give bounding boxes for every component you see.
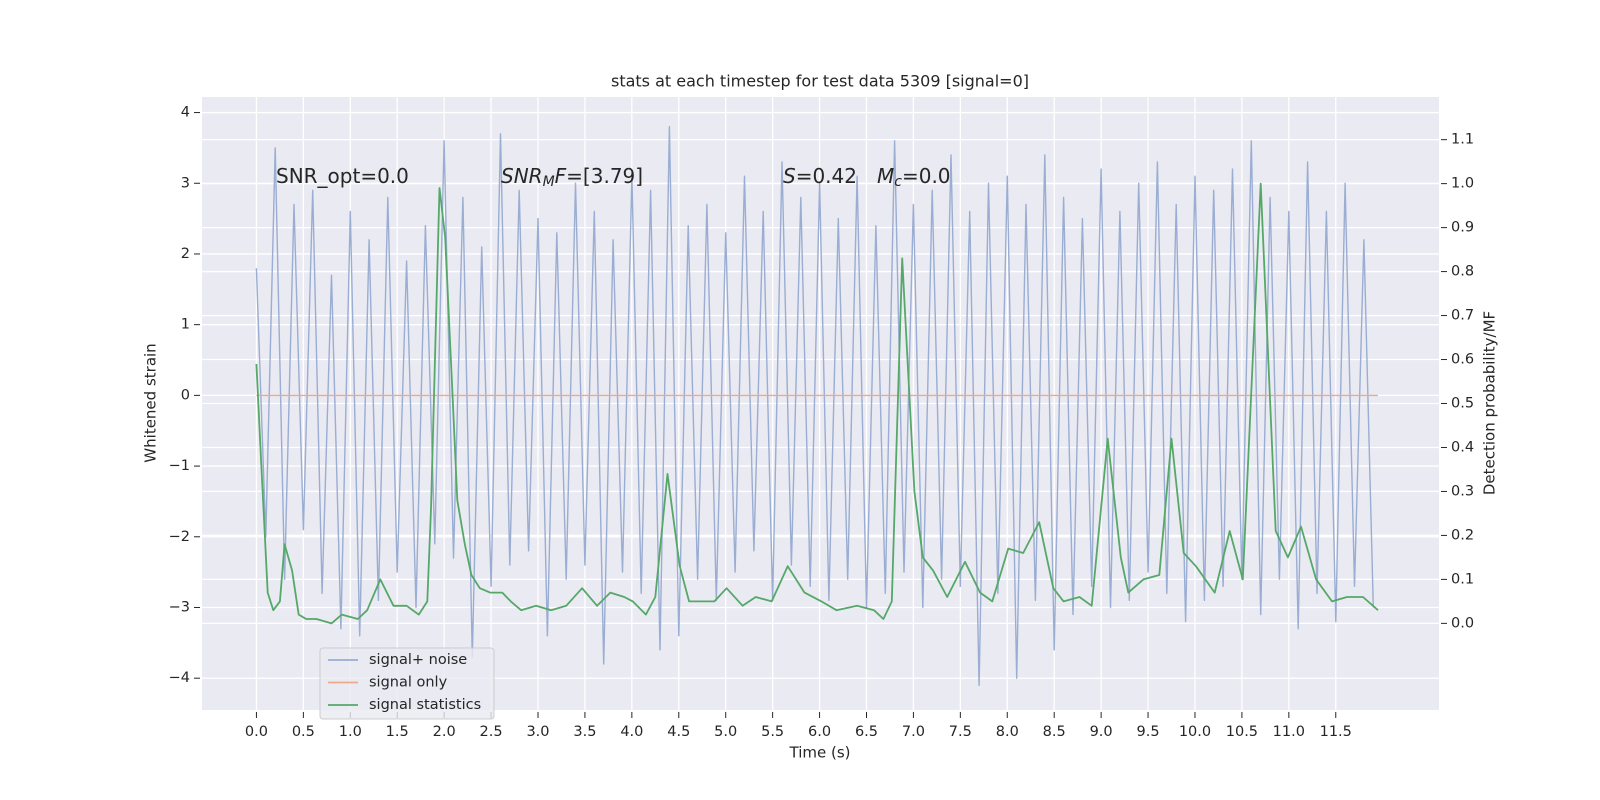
annotation-sub: M [543,174,555,190]
x-tick-label: 8.0 [996,724,1019,740]
y-tick-label: −1 [169,458,190,474]
annotation-sub: c [894,174,902,190]
x-tick-label: 8.5 [1043,724,1066,740]
y-tick-label: 1 [181,317,190,333]
legend-label: signal+ noise [369,652,467,668]
y2-tick-label: 0.8 [1451,264,1474,280]
y2-tick-label: 0.1 [1451,571,1474,587]
annotation-text: M [877,164,894,188]
legend-label: signal statistics [369,697,481,713]
x-tick-label: 2.0 [433,724,456,740]
x-tick-label: 4.0 [620,724,643,740]
x-tick-label: 1.5 [386,724,409,740]
y2-tick-label: 0.5 [1451,396,1474,412]
annotation-rest: =[3.79] [566,164,643,188]
x-tick-label: 7.5 [949,724,972,740]
x-tick-label: 1.0 [339,724,362,740]
x-tick-label: 11.0 [1273,724,1305,740]
x-tick-label: 6.5 [855,724,878,740]
annotation-rest: =0.42 [796,164,857,188]
y2-tick-label: 1.0 [1451,176,1474,192]
y-tick-label: −3 [169,599,190,615]
y-tick-label: 0 [181,387,190,403]
annotation-rest: =0.0 [902,164,951,188]
x-tick-label: 5.0 [714,724,737,740]
annotation: S=0.42 [783,164,857,188]
x-tick-label: 10.5 [1226,724,1258,740]
y2-tick-label: 0.2 [1451,527,1474,543]
legend-label: signal only [369,675,448,691]
y2-tick-label: 0.0 [1451,615,1474,631]
x-tick-label: 9.0 [1090,724,1113,740]
y-tick-label: −4 [169,670,190,686]
x-tick-label: 0.5 [292,724,315,740]
x-tick-label: 0.0 [245,724,268,740]
y2-tick-label: 0.3 [1451,483,1474,499]
y2-axis-label: Detection probability/MF [1481,311,1499,495]
x-tick-label: 3.5 [573,724,596,740]
x-tick-label: 10.0 [1179,724,1211,740]
annotation-after: F [555,164,567,188]
annotation-text: S [783,164,796,188]
y-axis-label: Whitened strain [142,343,160,462]
x-tick-label: 6.0 [808,724,831,740]
x-tick-label: 5.5 [761,724,784,740]
annotation-text: SNR [501,164,543,188]
x-tick-label: 11.5 [1320,724,1352,740]
y-tick-label: 3 [181,175,190,191]
y2-tick-label: 0.9 [1451,220,1474,236]
series-line [255,182,1379,625]
annotation-text: SNR_opt=0.0 [276,164,409,188]
legend-box [319,647,495,720]
y-tick-label: 4 [181,105,190,121]
y2-tick-label: 0.7 [1451,308,1474,324]
annotation: SNR_opt=0.0 [276,164,409,188]
x-tick-label: 3.0 [526,724,549,740]
x-tick-label: 7.0 [902,724,925,740]
x-tick-label: 4.5 [667,724,690,740]
x-tick-label: 9.5 [1137,724,1160,740]
chart-title: stats at each timestep for test data 530… [611,72,1029,91]
y2-tick-label: 1.1 [1451,132,1474,148]
annotation: Mc=0.0 [877,164,951,191]
annotation: SNRMF=[3.79] [501,164,643,191]
y2-tick-label: 0.6 [1451,352,1474,368]
y-tick-label: 2 [181,246,190,262]
y2-tick-label: 0.4 [1451,439,1474,455]
x-tick-label: 2.5 [480,724,503,740]
x-axis-label: Time (s) [789,744,851,762]
y-tick-label: −2 [169,529,190,545]
